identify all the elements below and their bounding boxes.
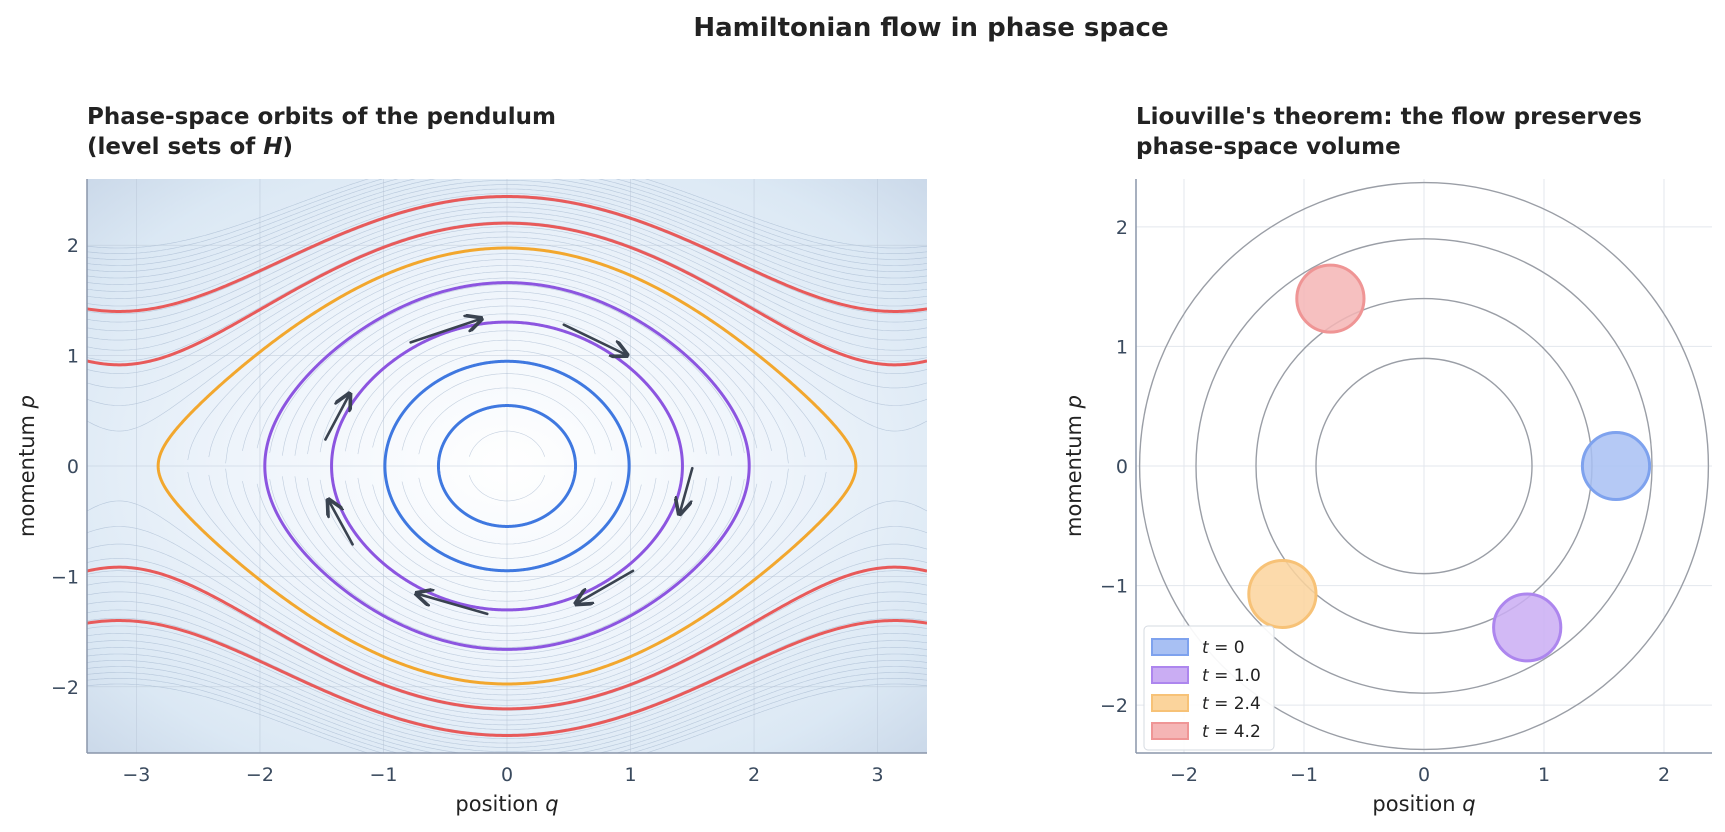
right-ylabel-var: p	[1062, 395, 1086, 409]
orbit-curve	[87, 619, 927, 737]
flow-arrow	[577, 569, 635, 603]
x-tick-label: 3	[872, 764, 884, 786]
x-tick-label: 0	[501, 764, 513, 786]
x-tick-label: 0	[1418, 764, 1430, 786]
y-tick-label: 2	[1116, 217, 1128, 239]
y-tick-label: −2	[1100, 695, 1128, 717]
background-contour	[87, 683, 927, 753]
left-title-prefix: (level sets of	[87, 134, 263, 160]
right-x-axis-label: position q	[1372, 792, 1475, 816]
right-panel-title-line1: Liouville's theorem: the flow preserves	[1136, 104, 1642, 130]
background-contour	[87, 653, 927, 753]
left-ylabel-var: p	[15, 395, 39, 409]
x-tick-label: −1	[369, 764, 397, 786]
left-title-var: H	[263, 134, 282, 160]
orbit-curve	[156, 246, 858, 686]
left-title-suffix: )	[283, 134, 294, 160]
right-panel: Liouville's theorem: the flow preserves …	[1062, 104, 1712, 816]
y-tick-label: 0	[67, 456, 79, 478]
y-tick-label: 1	[67, 346, 79, 368]
background-contour	[87, 179, 927, 266]
legend-swatch	[1151, 666, 1189, 684]
phase-blob	[1247, 558, 1318, 629]
orbit-curve	[87, 221, 927, 367]
y-tick-label: −2	[51, 677, 79, 699]
left-ylabel-text: momentum	[15, 408, 39, 537]
phase-blob	[1295, 263, 1366, 334]
flow-arrow	[562, 323, 626, 355]
left-tick-labels: −3 −2 −1 0 1 2 3 −2 −1 0 1 2	[51, 235, 884, 786]
x-tick-label: 2	[748, 764, 760, 786]
legend-label: t = 4.2	[1202, 722, 1261, 742]
right-panel-title-line2: phase-space volume	[1136, 134, 1401, 160]
y-tick-label: 2	[67, 235, 79, 257]
left-xlabel-var: q	[545, 792, 558, 816]
y-tick-label: 1	[1116, 336, 1128, 358]
flow-arrow	[324, 395, 348, 441]
right-legend: t = 0 t = 1.0 t = 2.4 t = 4.2	[1143, 625, 1275, 751]
orbit-curve	[263, 281, 751, 651]
legend-swatch	[1151, 722, 1189, 740]
x-tick-label: −3	[122, 764, 150, 786]
left-orbits	[87, 195, 927, 737]
right-ylabel-text: momentum	[1062, 408, 1086, 537]
y-tick-label: −1	[1100, 576, 1128, 598]
x-tick-label: −2	[1170, 764, 1198, 786]
x-tick-label: 2	[1658, 764, 1670, 786]
legend-label: t = 0	[1202, 638, 1245, 658]
right-y-axis-label: momentum p	[1062, 395, 1086, 537]
left-x-axis-label: position q	[455, 792, 558, 816]
right-tick-labels: −2 −1 0 1 2 −2 −1 0 1 2	[1100, 217, 1670, 786]
x-tick-label: −1	[1290, 764, 1318, 786]
legend-swatch	[1151, 694, 1189, 712]
background-contour	[87, 678, 927, 753]
right-blobs	[1247, 263, 1652, 663]
orbit-curve	[436, 404, 578, 528]
x-tick-label: −2	[246, 764, 274, 786]
x-tick-label: 1	[624, 764, 636, 786]
background-contour	[87, 179, 927, 272]
legend-label: t = 2.4	[1202, 694, 1261, 714]
background-contour	[87, 179, 927, 249]
reference-circle	[1315, 357, 1533, 575]
figure-suptitle: Hamiltonian flow in phase space	[693, 13, 1168, 43]
legend-frame	[1143, 625, 1275, 751]
reference-circle	[1138, 181, 1710, 751]
legend-swatch	[1151, 638, 1189, 656]
reference-circle	[1195, 238, 1653, 694]
background-contour	[87, 660, 927, 753]
legend-label: t = 1.0	[1202, 666, 1261, 686]
left-xlabel-text: position	[455, 792, 545, 816]
orbit-curve	[383, 359, 631, 573]
orbit-curve	[87, 195, 927, 313]
flow-arrow	[680, 466, 694, 512]
left-y-axis-label: momentum p	[15, 395, 39, 537]
y-tick-label: 0	[1116, 456, 1128, 478]
background-contour	[87, 179, 927, 260]
phase-blob	[1580, 431, 1652, 501]
background-contour	[87, 672, 927, 753]
right-xlabel-text: position	[1372, 792, 1462, 816]
background-contour	[87, 666, 927, 753]
phase-blob	[1492, 592, 1563, 663]
orbit-curve	[87, 565, 927, 711]
flow-arrow	[409, 319, 480, 344]
flow-arrow	[329, 501, 354, 546]
left-flow-arrows	[324, 319, 694, 616]
y-tick-label: −1	[51, 566, 79, 588]
left-panel-title-line1: Phase-space orbits of the pendulum	[87, 104, 556, 130]
flow-arrow	[418, 594, 489, 616]
x-tick-label: 1	[1538, 764, 1550, 786]
background-contour	[87, 179, 927, 254]
right-xlabel-var: q	[1462, 792, 1475, 816]
left-panel: Phase-space orbits of the pendulum (leve…	[15, 104, 927, 816]
background-contour	[87, 179, 927, 279]
left-panel-title-line2: (level sets of H)	[87, 134, 293, 160]
